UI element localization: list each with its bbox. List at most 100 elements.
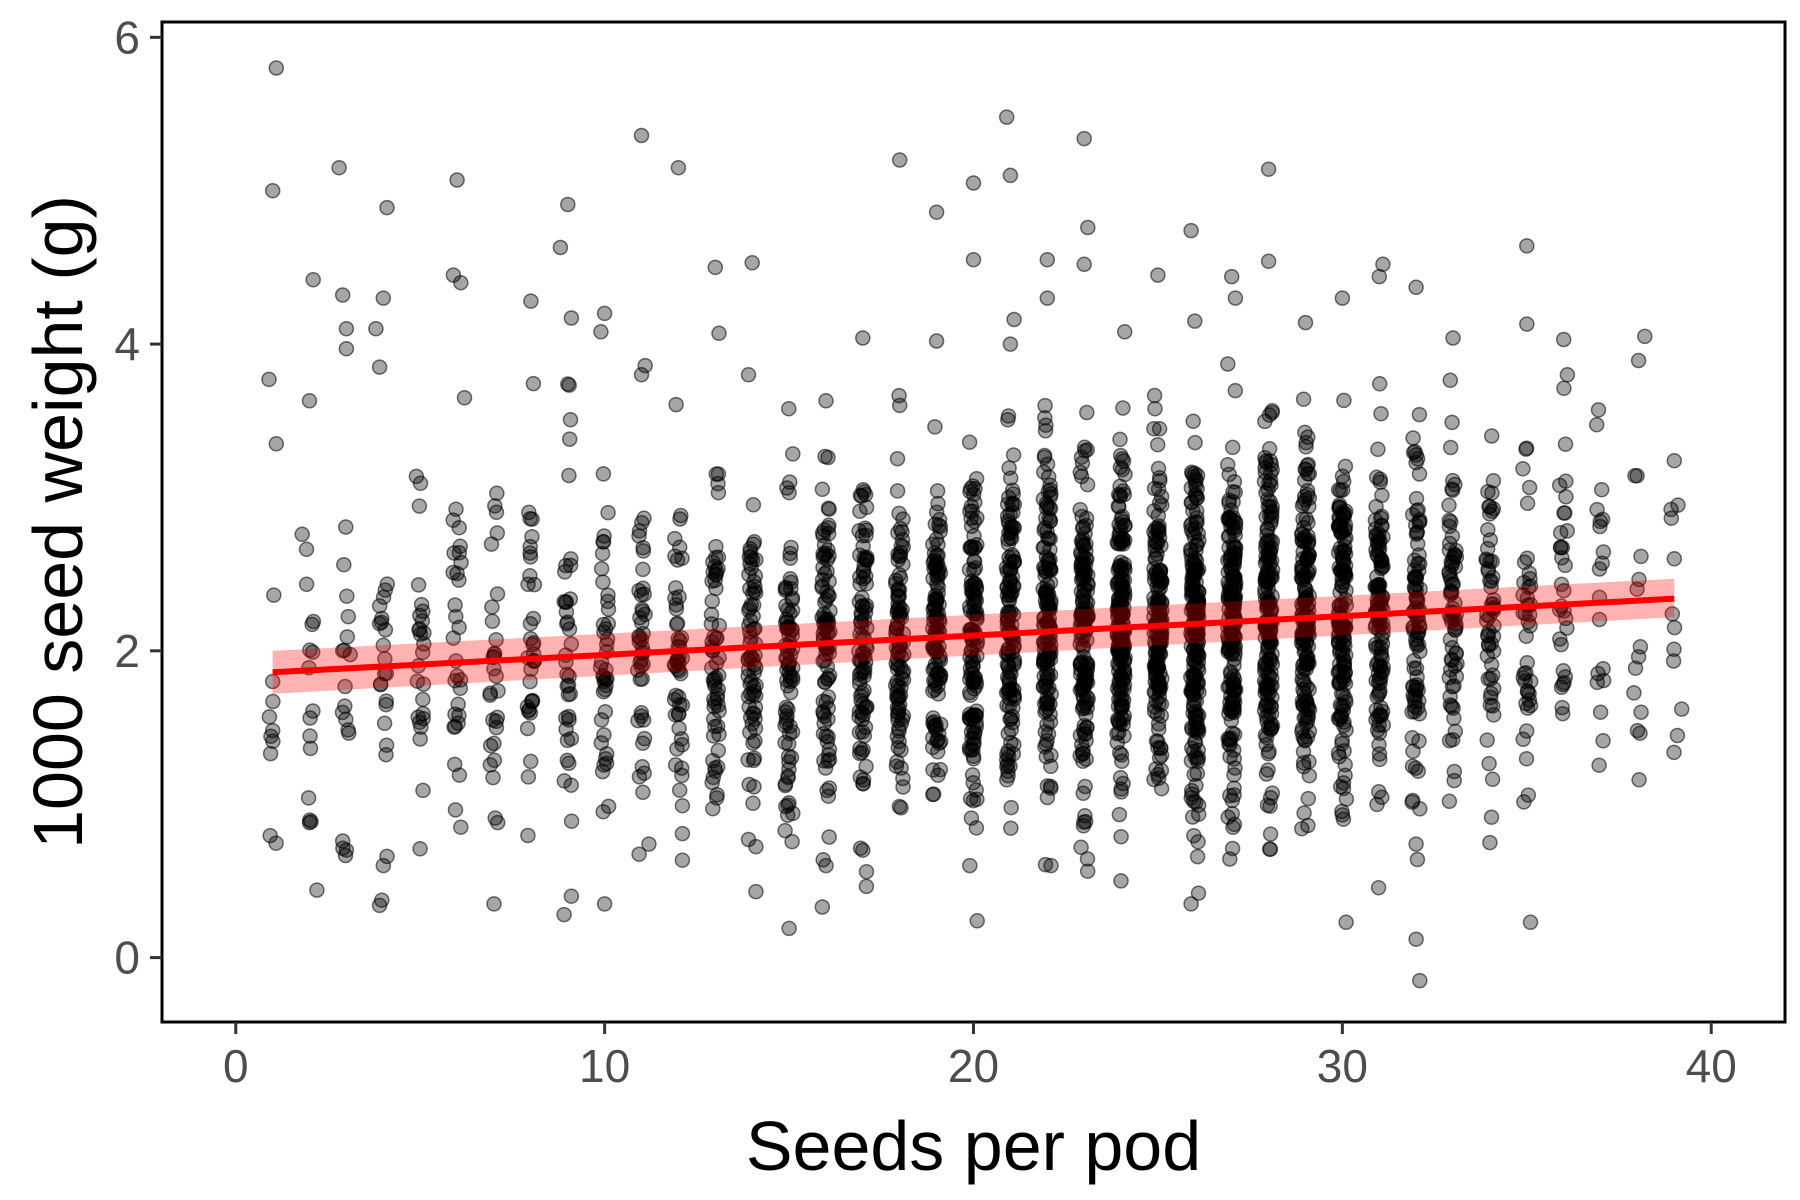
scatter-point <box>891 152 908 168</box>
y-tick-label: 4 <box>114 318 140 370</box>
scatter-point <box>889 699 906 716</box>
scatter-point <box>1188 487 1204 504</box>
y-axis-title: 1000 seed weight (g) <box>19 195 97 849</box>
scatter-point <box>520 769 537 785</box>
scatter-point <box>264 182 281 199</box>
scatter-point <box>1038 510 1054 526</box>
scatter-point <box>893 760 909 776</box>
scatter-point <box>1522 570 1538 587</box>
scatter-point <box>632 609 648 626</box>
scatter-point <box>334 287 351 303</box>
scatter-point <box>448 501 464 517</box>
scatter-point <box>1188 514 1204 530</box>
scatter-point <box>489 814 506 831</box>
scatter-point <box>1079 404 1095 421</box>
scatter-point <box>855 330 871 346</box>
scatter-point <box>1408 931 1424 947</box>
scatter-point <box>1227 290 1244 306</box>
scatter-point <box>302 642 318 658</box>
scatter-point <box>1591 757 1607 773</box>
scatter-point <box>1221 492 1237 509</box>
scatter-point <box>1557 669 1574 685</box>
scatter-point <box>668 396 684 413</box>
scatter-point <box>489 586 506 602</box>
scatter-point <box>1298 511 1314 527</box>
scatter-point <box>1039 290 1056 306</box>
scatter-point <box>668 597 684 613</box>
scatter-point <box>633 705 650 721</box>
scatter-point <box>268 60 285 76</box>
scatter-point <box>268 835 284 851</box>
scatter-point <box>962 483 978 500</box>
scatter-point <box>1263 720 1279 737</box>
scatter-point <box>1078 667 1095 684</box>
scatter-point <box>484 613 501 630</box>
scatter-point <box>1224 805 1240 822</box>
scatter-point <box>1484 771 1501 788</box>
scatter-point <box>929 576 945 592</box>
scatter-point <box>667 757 684 773</box>
scatter-point <box>336 556 352 573</box>
scatter-point <box>1298 661 1314 677</box>
scatter-point <box>412 841 428 857</box>
scatter-point <box>635 656 651 673</box>
scatter-point <box>451 519 467 536</box>
scatter-point <box>961 434 978 450</box>
scatter-point <box>1260 745 1277 762</box>
x-tick-label: 30 <box>1317 1040 1368 1092</box>
scatter-point <box>965 175 982 191</box>
scatter-point <box>1334 468 1351 484</box>
scatter-point <box>814 481 831 498</box>
scatter-point <box>1444 414 1460 431</box>
scatter-point <box>522 753 539 770</box>
scatter-point <box>1183 546 1199 563</box>
scatter-point <box>451 767 468 783</box>
scatter-point <box>559 666 575 683</box>
scatter-point <box>302 728 318 744</box>
scatter-point <box>857 599 874 616</box>
scatter-point <box>711 617 728 634</box>
scatter-point <box>1183 782 1200 799</box>
scatter-point <box>456 390 473 406</box>
x-tick-label: 0 <box>223 1040 249 1092</box>
scatter-point <box>1482 532 1499 548</box>
scatter-point <box>1226 767 1242 783</box>
scatter-point <box>1183 222 1199 239</box>
scatter-point <box>820 788 837 804</box>
scatter-point <box>1005 447 1022 463</box>
scatter-point <box>895 511 911 527</box>
scatter-point <box>596 305 613 322</box>
scatter-point <box>1441 535 1458 552</box>
scatter-point <box>818 857 834 874</box>
scatter-point <box>740 367 757 383</box>
scatter-point <box>340 722 356 738</box>
scatter-point <box>1444 482 1461 498</box>
scatter-point <box>858 527 874 544</box>
scatter-point <box>1405 743 1421 760</box>
scatter-point <box>1593 481 1610 498</box>
scatter-point <box>1154 670 1170 687</box>
scatter-point <box>1000 412 1016 428</box>
scatter-point <box>745 795 761 812</box>
scatter-point <box>671 696 688 713</box>
scatter-point <box>488 631 504 648</box>
scatter-point <box>1006 554 1023 570</box>
scatter-point <box>630 712 646 729</box>
scatter-point <box>1184 682 1201 699</box>
scatter-point <box>965 251 982 268</box>
scatter-point <box>1483 809 1500 825</box>
scatter-point <box>1006 520 1022 536</box>
scatter-point <box>852 840 869 856</box>
scatter-point <box>1627 660 1644 676</box>
scatter-point <box>1042 667 1059 683</box>
scatter-point <box>595 574 611 590</box>
scatter-point <box>309 882 325 898</box>
scatter-point <box>816 708 833 724</box>
scatter-point <box>1553 539 1569 555</box>
scatter-point <box>1262 826 1279 842</box>
scatter-point <box>1261 407 1278 423</box>
scatter-point <box>1518 441 1534 457</box>
x-axis-title: Seeds per pod <box>746 1107 1201 1185</box>
scatter-point <box>821 573 837 590</box>
scatter-point <box>820 753 836 769</box>
